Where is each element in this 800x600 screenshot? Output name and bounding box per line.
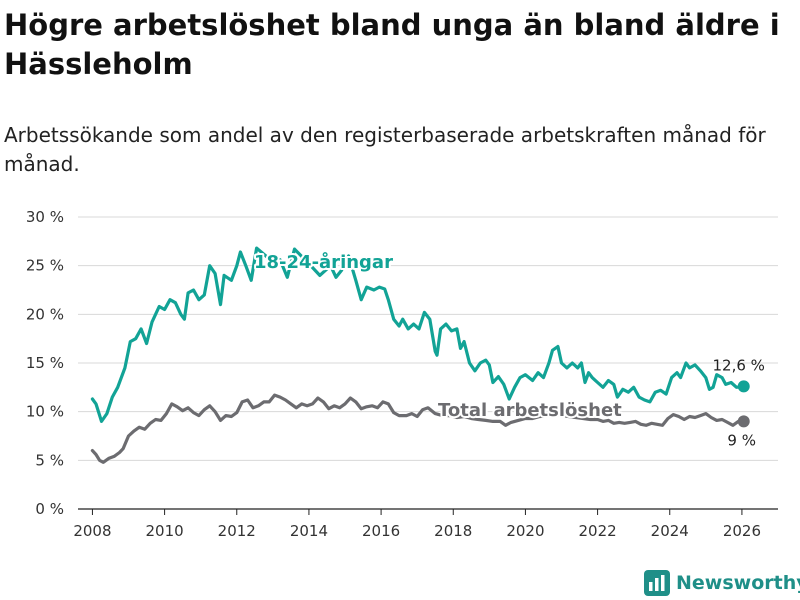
logo-text: Newsworthy [676,572,800,594]
series-label-18-24: 18-24-åringar [254,251,393,273]
end-value-label-18-24: 12,6 % [713,356,765,374]
x-tick-label: 2022 [578,522,616,540]
x-tick-label: 2014 [290,522,328,540]
x-tick-label: 2026 [723,522,761,540]
x-axis: 2008 2010 2012 2014 2016 2018 2020 2022 2024 2026 [73,509,761,540]
x-tick-label: 2012 [218,522,256,540]
y-tick-label: 0 % [35,500,64,518]
series-line [90,393,746,464]
y-tick-label: 30 % [26,208,64,226]
newsworthy-logo: Newsworthy [644,569,800,597]
x-tick-label: 2016 [362,522,400,540]
y-axis: 0 % 5 % 10 % 15 % 20 % 25 % 30 % [26,208,64,518]
chart-subtitle: Arbetssökande som andel av den registerb… [4,123,766,176]
y-tick-label: 15 % [26,354,64,372]
bar-chart-logo-icon [644,570,670,596]
series-labels: 18-24-åringar Total arbetslöshet 12,6 % 9 % [252,249,765,449]
y-tick-label: 10 % [26,403,64,421]
x-tick-label: 2020 [506,522,544,540]
series-line [90,246,746,423]
y-tick-label: 5 % [35,451,64,469]
series-end-point [737,415,750,428]
y-tick-label: 20 % [26,305,64,323]
x-tick-label: 2010 [146,522,184,540]
x-tick-label: 2024 [651,522,689,540]
x-tick-label: 2018 [434,522,472,540]
x-tick-label: 2008 [73,522,111,540]
grid-lines [78,216,778,510]
end-value-label-total: 9 % [727,431,756,449]
series-lines [90,246,750,464]
chart-title: Högre arbetslöshet bland unga än bland ä… [4,8,780,81]
series-end-point [737,380,750,393]
y-tick-label: 25 % [26,257,64,275]
series-label-total: Total arbetslöshet [438,400,622,421]
